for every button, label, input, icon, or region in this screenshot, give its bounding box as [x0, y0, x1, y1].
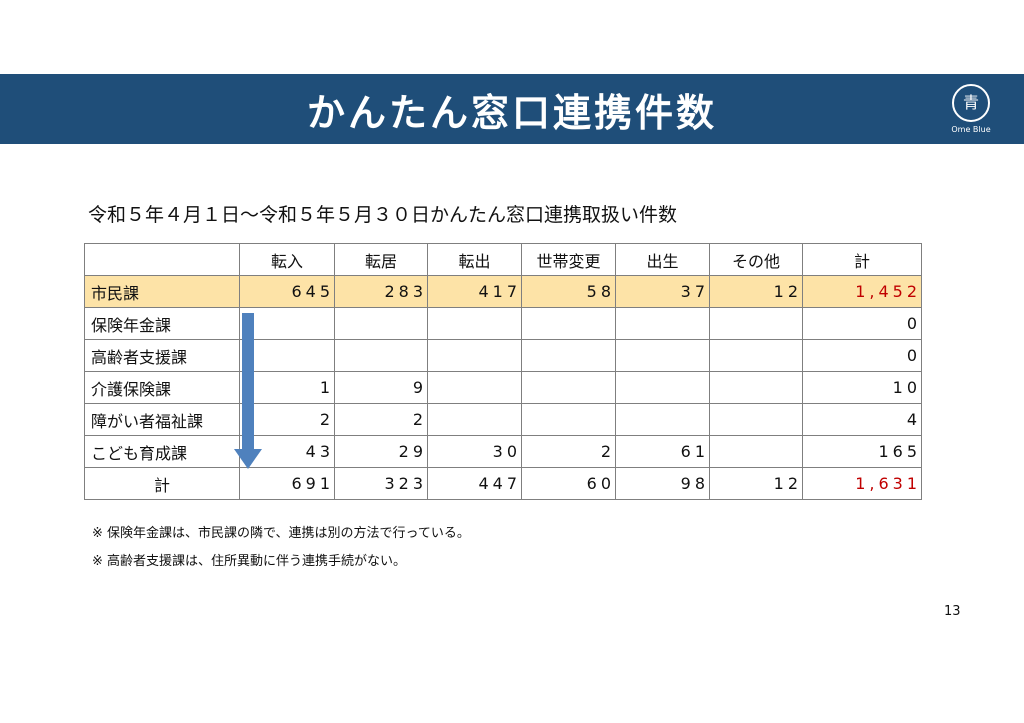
cell: 691 — [239, 467, 335, 500]
row-label: こども育成課 — [84, 435, 240, 468]
column-header: 転入 — [239, 243, 335, 276]
cell: 98 — [615, 467, 710, 500]
cell — [334, 339, 428, 372]
cell: 37 — [615, 275, 710, 308]
row-total-cell: 10 — [802, 371, 922, 404]
cell — [709, 371, 803, 404]
cell: 1 — [239, 371, 335, 404]
page-number: 13 — [944, 604, 961, 619]
cell — [521, 371, 616, 404]
cell — [521, 307, 616, 340]
cell — [709, 307, 803, 340]
cell — [615, 371, 710, 404]
row-label: 障がい者福祉課 — [84, 403, 240, 436]
cell: 283 — [334, 275, 428, 308]
table-row: 高齢者支援課 0 — [84, 339, 922, 372]
row-total-cell: 165 — [802, 435, 922, 468]
cell — [709, 403, 803, 436]
cell: 12 — [709, 467, 803, 500]
cell: 2 — [334, 403, 428, 436]
cell — [521, 403, 616, 436]
table-row: 市民課 645 283 417 58 37 12 1,452 — [84, 275, 922, 308]
footnote: ※ 保険年金課は、市民課の隣で、連携は別の方法で行っている。 — [92, 526, 470, 541]
table-header-row: 転入 転居 転出 世帯変更 出生 その他 計 — [84, 243, 922, 276]
cell — [427, 307, 522, 340]
cell — [709, 339, 803, 372]
row-total-cell: 4 — [802, 403, 922, 436]
grand-total-cell: 1,631 — [802, 467, 922, 500]
cell — [239, 339, 335, 372]
column-header — [84, 243, 240, 276]
row-label: 保険年金課 — [84, 307, 240, 340]
cell: 2 — [239, 403, 335, 436]
cell: 58 — [521, 275, 616, 308]
cell — [709, 435, 803, 468]
row-total-cell: 0 — [802, 307, 922, 340]
liaison-count-table: 転入 転居 転出 世帯変更 出生 その他 計 市民課 645 283 417 5… — [84, 243, 922, 500]
cell: 29 — [334, 435, 428, 468]
cell — [521, 339, 616, 372]
cell — [615, 307, 710, 340]
table-row: 障がい者福祉課 2 2 4 — [84, 403, 922, 436]
table-caption: 令和５年４月１日～令和５年５月３０日かんたん窓口連携取扱い件数 — [88, 204, 678, 226]
column-header: 世帯変更 — [521, 243, 616, 276]
ome-blue-logo: 青 Ome Blue — [940, 74, 1002, 144]
column-header: その他 — [709, 243, 803, 276]
row-label: 介護保険課 — [84, 371, 240, 404]
logo-text: Ome Blue — [951, 125, 991, 134]
cell — [615, 403, 710, 436]
cell: 645 — [239, 275, 335, 308]
row-total-cell: 1,452 — [802, 275, 922, 308]
cell: 9 — [334, 371, 428, 404]
title-banner: かんたん窓口連携件数 青 Ome Blue — [0, 74, 1024, 144]
cell: 2 — [521, 435, 616, 468]
column-header: 転出 — [427, 243, 522, 276]
cell — [427, 371, 522, 404]
logo-mark-icon: 青 — [952, 84, 990, 122]
cell — [427, 339, 522, 372]
row-total-cell: 0 — [802, 339, 922, 372]
cell: 43 — [239, 435, 335, 468]
row-label: 市民課 — [84, 275, 240, 308]
table-row: 保険年金課 0 — [84, 307, 922, 340]
table-row: こども育成課 43 29 30 2 61 165 — [84, 435, 922, 468]
cell: 12 — [709, 275, 803, 308]
cell — [427, 403, 522, 436]
cell: 60 — [521, 467, 616, 500]
cell: 417 — [427, 275, 522, 308]
row-label: 高齢者支援課 — [84, 339, 240, 372]
page-title: かんたん窓口連携件数 — [306, 91, 717, 135]
table-total-row: 計 691 323 447 60 98 12 1,631 — [84, 467, 922, 500]
cell: 447 — [427, 467, 522, 500]
cell — [334, 307, 428, 340]
table-row: 介護保険課 1 9 10 — [84, 371, 922, 404]
row-label: 計 — [84, 467, 240, 500]
cell: 30 — [427, 435, 522, 468]
cell — [615, 339, 710, 372]
footnote: ※ 高齢者支援課は、住所異動に伴う連携手続がない。 — [92, 554, 407, 569]
column-header: 転居 — [334, 243, 428, 276]
column-header: 出生 — [615, 243, 710, 276]
cell: 61 — [615, 435, 710, 468]
cell — [239, 307, 335, 340]
column-header: 計 — [802, 243, 922, 276]
cell: 323 — [334, 467, 428, 500]
